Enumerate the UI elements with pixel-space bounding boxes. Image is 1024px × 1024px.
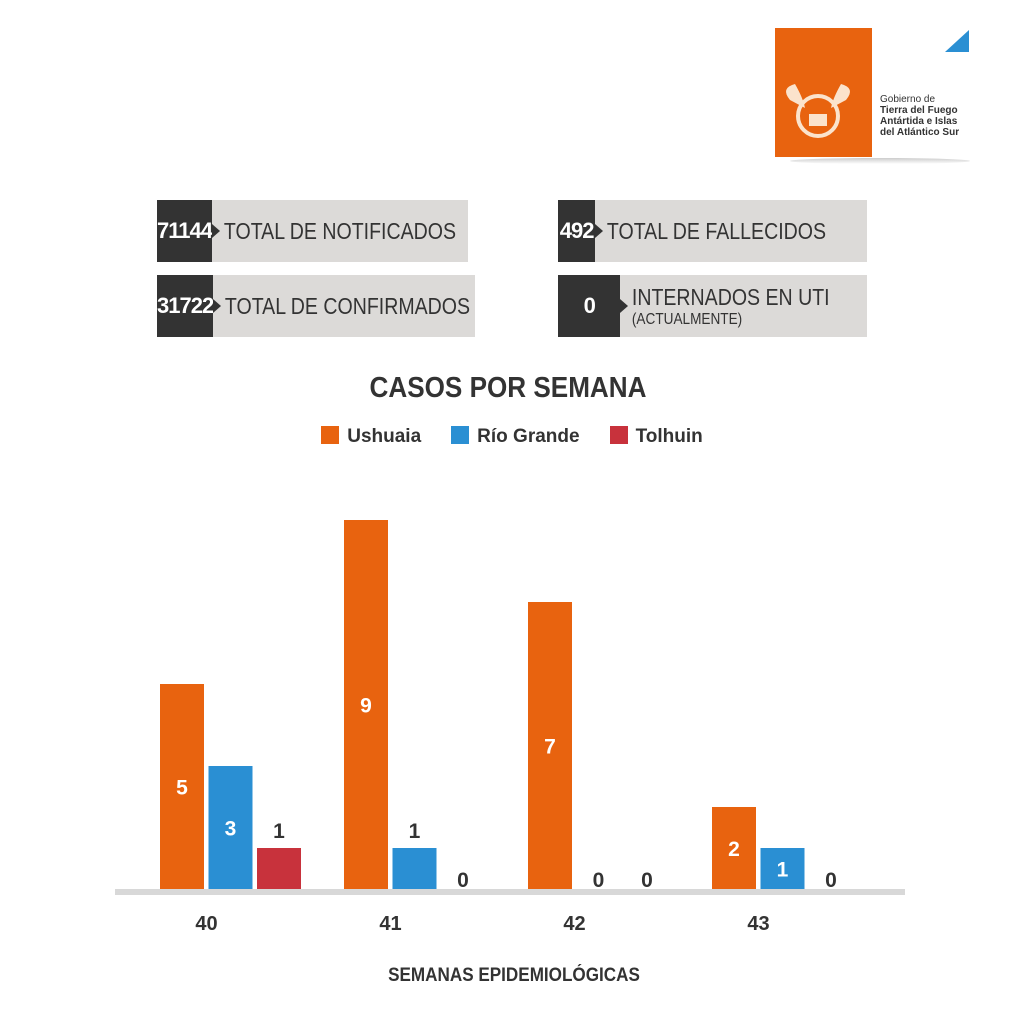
- stat-value: 71144: [157, 200, 220, 262]
- legend-item: Tolhuin: [609, 426, 703, 448]
- logo-line: Antártida e Islas: [880, 116, 958, 127]
- coat-of-arms-logo: [775, 28, 872, 157]
- emblem-icon: [786, 84, 850, 138]
- logo-line: Gobierno de: [880, 94, 936, 105]
- x-tick-label: 43: [747, 913, 769, 935]
- bar: [257, 848, 301, 889]
- legend-label: Tolhuin: [635, 426, 703, 447]
- x-tick-label: 41: [379, 913, 401, 935]
- legend: Ushuaia Río Grande Tolhuin: [0, 426, 1024, 448]
- stat-label: TOTAL DE NOTIFICADOS: [223, 217, 456, 244]
- stat-label: INTERNADOS EN UTI: [632, 283, 831, 310]
- stat-label: TOTAL DE CONFIRMADOS: [225, 292, 471, 319]
- data-label: 0: [641, 869, 653, 892]
- data-label: 1: [273, 820, 285, 843]
- bar: [160, 684, 204, 889]
- data-label: 1: [777, 859, 789, 882]
- bar: [344, 520, 388, 889]
- stat-fallecidos: 492 TOTAL DE FALLECIDOS: [558, 200, 867, 262]
- logo-triangle: [945, 30, 969, 52]
- legend-label: Río Grande: [477, 426, 580, 447]
- data-label: 1: [409, 820, 421, 843]
- stat-confirmados: 31722 TOTAL DE CONFIRMADOS: [157, 275, 475, 337]
- stat-value: 0: [558, 275, 629, 337]
- logo-shadow: [790, 158, 970, 164]
- bar: [760, 848, 805, 889]
- data-label: 0: [825, 869, 837, 892]
- logo-line: del Atlántico Sur: [880, 127, 960, 138]
- bar: [712, 807, 756, 889]
- legend-swatch: [609, 426, 628, 444]
- data-label: 7: [544, 736, 556, 759]
- legend-swatch: [321, 426, 340, 444]
- bar: [392, 848, 437, 889]
- logo-text: Gobierno de Tierra del Fuego Antártida e…: [880, 94, 959, 138]
- data-label: 0: [593, 869, 605, 892]
- chart-title: CASOS POR SEMANA: [369, 372, 647, 404]
- legend-label: Ushuaia: [347, 426, 422, 447]
- stat-sublabel: (ACTUALMENTE): [632, 310, 743, 328]
- stat-notificados: 71144 TOTAL DE NOTIFICADOS: [157, 200, 468, 262]
- data-label: 2: [728, 838, 740, 861]
- stat-value: 31722: [157, 275, 222, 337]
- stat-value: 492: [558, 200, 604, 262]
- x-axis-label: SEMANAS EPIDEMIOLÓGICAS: [388, 965, 640, 986]
- bar: [528, 602, 572, 889]
- data-label: 0: [457, 869, 469, 892]
- legend-swatch: [451, 426, 470, 444]
- x-tick-label: 42: [563, 913, 585, 935]
- stat-uti: 0 INTERNADOS EN UTI (ACTUALMENTE): [558, 275, 867, 337]
- data-label: 9: [360, 695, 372, 718]
- legend-item: Ushuaia: [321, 426, 421, 448]
- bar: [208, 766, 253, 889]
- data-label: 5: [176, 777, 188, 800]
- data-label: 3: [225, 818, 237, 841]
- x-tick-label: 40: [195, 913, 217, 935]
- logo-line: Tierra del Fuego: [880, 105, 958, 116]
- stat-label: TOTAL DE FALLECIDOS: [607, 217, 827, 244]
- legend-item: Río Grande: [451, 426, 580, 448]
- baseline: [115, 889, 905, 895]
